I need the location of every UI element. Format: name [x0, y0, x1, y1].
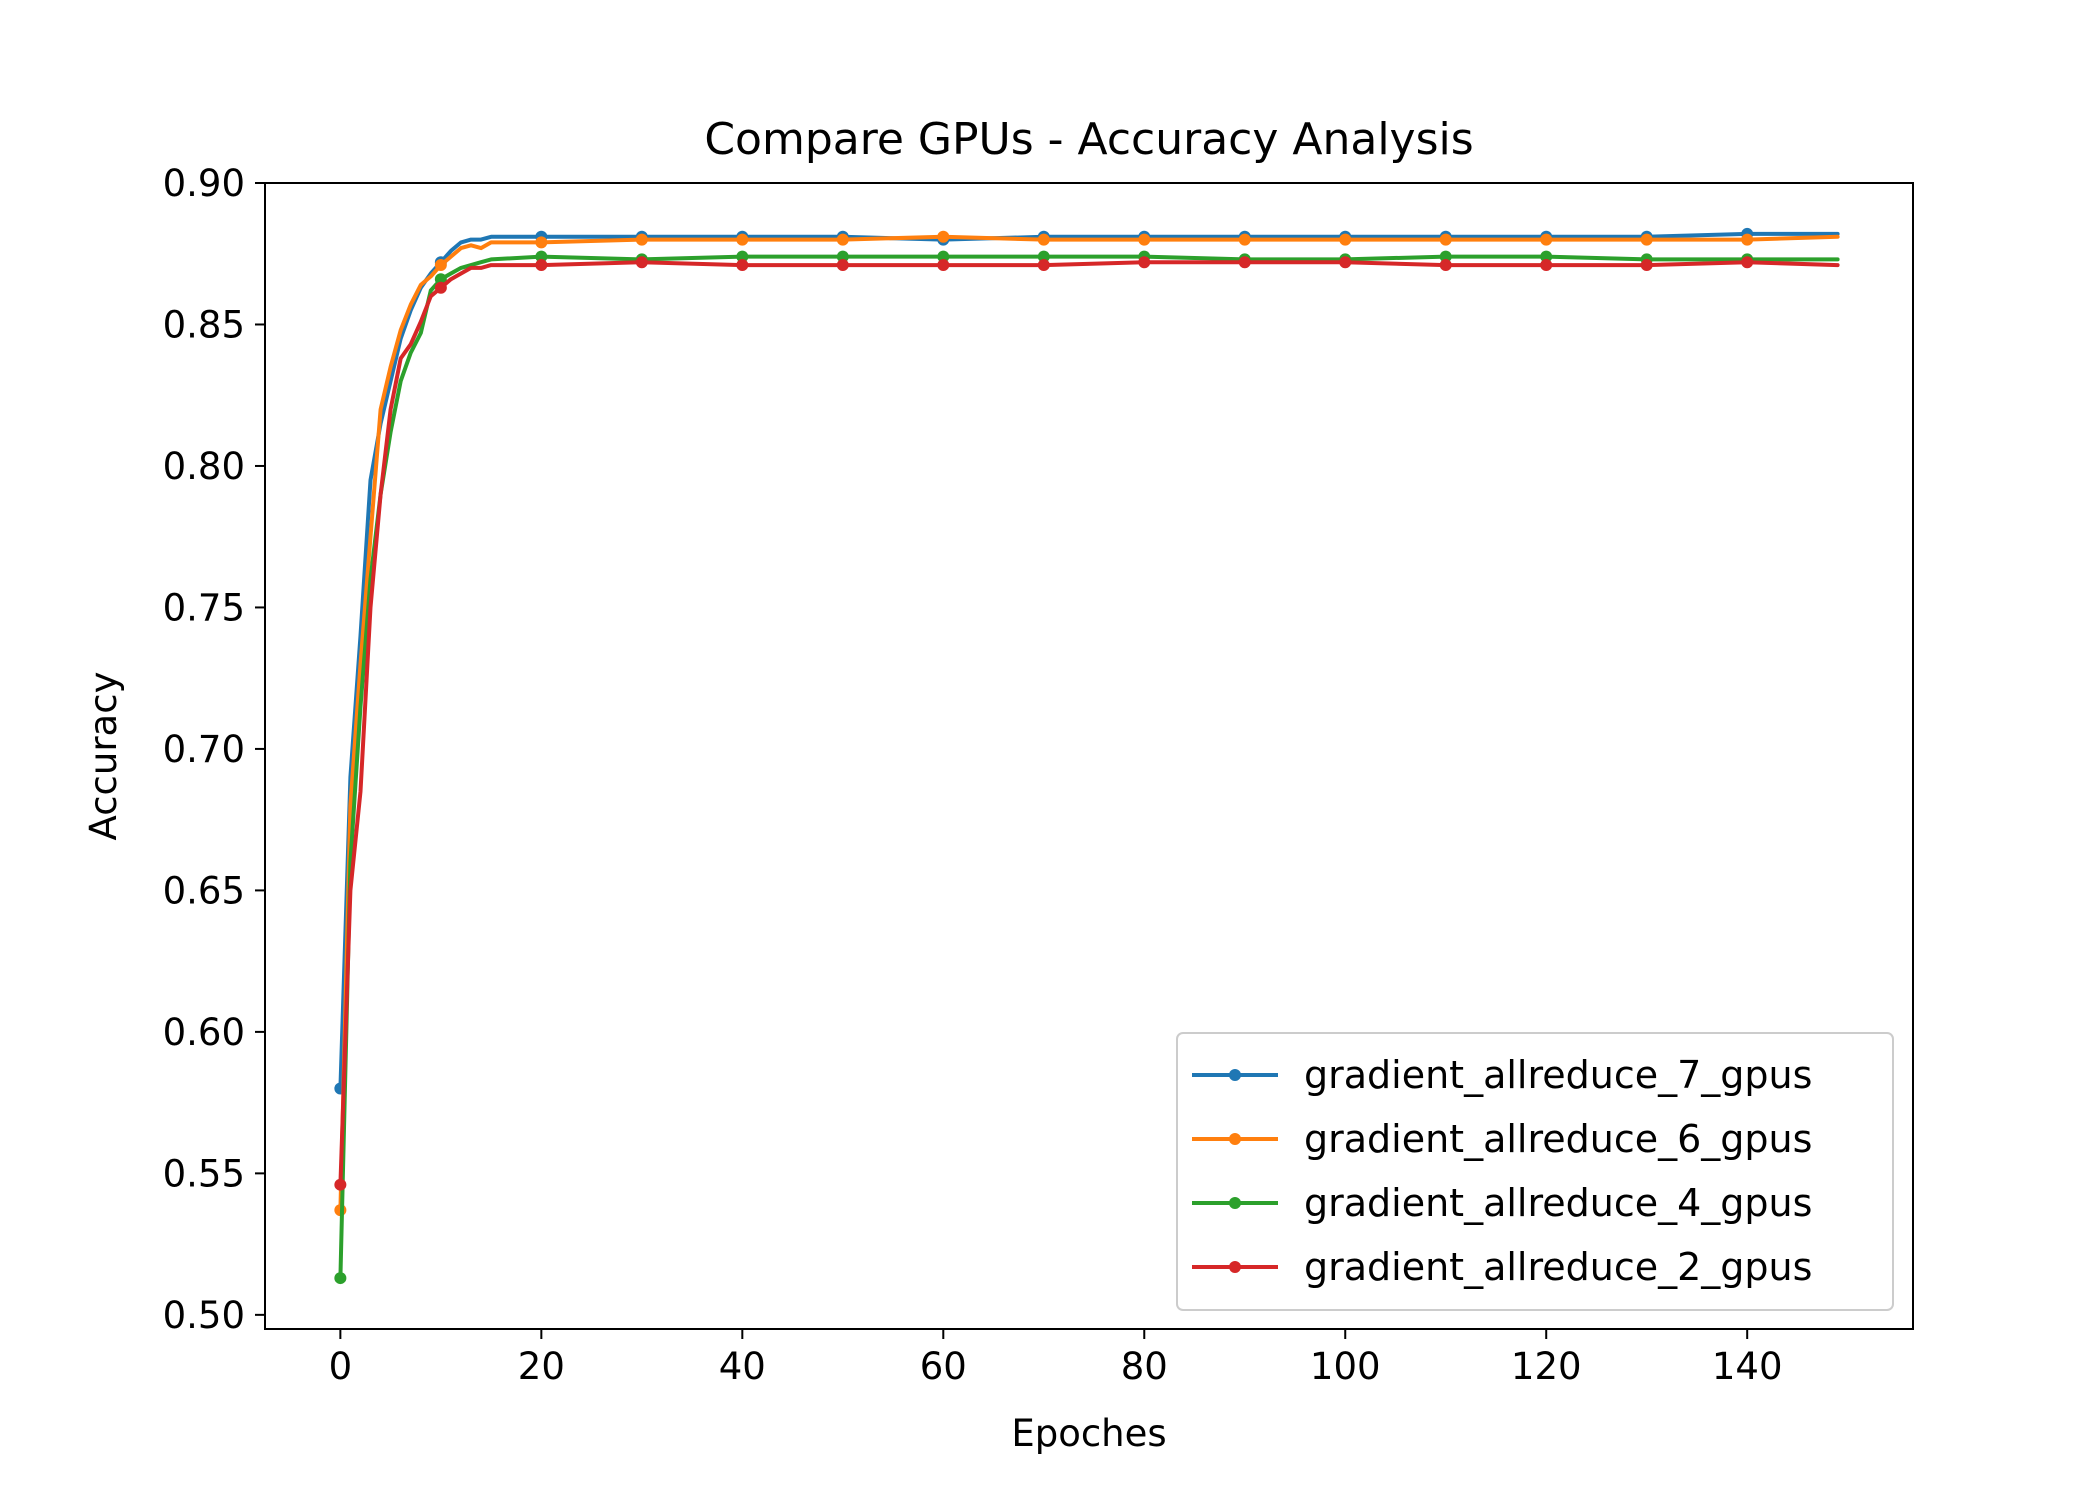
legend-label: gradient_allreduce_2_gpus: [1304, 1245, 1812, 1289]
legend-swatch-marker: [1229, 1197, 1241, 1209]
data-point: [1540, 233, 1553, 246]
legend-entries: gradient_allreduce_7_gpus gradient_allred…: [1192, 1053, 1812, 1289]
data-point: [736, 250, 749, 263]
series-gradient_allreduce_6_gpus: [334, 230, 1840, 1217]
series-line: [338, 254, 1840, 1281]
series-gradient_allreduce_2_gpus: [334, 256, 1840, 1191]
data-point: [937, 230, 950, 243]
legend-entry: gradient_allreduce_2_gpus: [1192, 1245, 1812, 1289]
y-axis-label: Accuracy: [82, 672, 125, 841]
data-point: [937, 250, 950, 263]
series-line: [338, 234, 1840, 1213]
data-point: [1138, 256, 1151, 269]
y-tick-label: 0.80: [163, 445, 245, 488]
legend-swatch-marker: [1229, 1069, 1241, 1081]
chart-title: Compare GPUs - Accuracy Analysis: [704, 114, 1473, 165]
y-tick-label: 0.55: [163, 1152, 245, 1195]
legend-label: gradient_allreduce_7_gpus: [1304, 1053, 1812, 1097]
data-point: [1037, 250, 1050, 263]
data-point: [1037, 233, 1050, 246]
data-point: [1540, 250, 1553, 263]
data-point: [535, 236, 548, 249]
legend-swatch-marker: [1229, 1133, 1241, 1145]
data-point: [1640, 259, 1653, 272]
y-tick-label: 0.65: [163, 869, 245, 912]
y-axis-ticks: 0.50 0.55 0.60 0.65 0.70 0.75 0.80 0.85 0.90: [163, 162, 265, 1337]
data-point: [1741, 256, 1754, 269]
legend-entry: gradient_allreduce_4_gpus: [1192, 1181, 1812, 1225]
x-tick-label: 0: [329, 1345, 353, 1388]
data-point: [1439, 259, 1452, 272]
data-point: [1238, 233, 1251, 246]
data-point: [1741, 233, 1754, 246]
x-tick-label: 100: [1310, 1345, 1381, 1388]
legend-label: gradient_allreduce_4_gpus: [1304, 1181, 1812, 1225]
legend-entry: gradient_allreduce_7_gpus: [1192, 1053, 1812, 1097]
data-point: [1037, 259, 1050, 272]
series-line: [338, 260, 1840, 1187]
legend-label: gradient_allreduce_6_gpus: [1304, 1117, 1812, 1161]
x-tick-label: 120: [1511, 1345, 1582, 1388]
data-point: [535, 259, 548, 272]
y-tick-label: 0.90: [163, 162, 245, 205]
data-point: [1439, 233, 1452, 246]
x-tick-label: 20: [518, 1345, 565, 1388]
series-layer: [334, 227, 1840, 1285]
x-tick-label: 80: [1121, 1345, 1168, 1388]
data-point: [1238, 256, 1251, 269]
data-point: [434, 273, 447, 286]
data-point: [836, 250, 849, 263]
y-tick-label: 0.75: [163, 586, 245, 629]
data-point: [434, 281, 447, 294]
legend-entry: gradient_allreduce_6_gpus: [1192, 1117, 1812, 1161]
data-point: [836, 233, 849, 246]
data-point: [736, 233, 749, 246]
data-point: [1339, 233, 1352, 246]
data-point: [1540, 259, 1553, 272]
y-tick-label: 0.60: [163, 1011, 245, 1054]
data-point: [535, 250, 548, 263]
data-point: [1138, 233, 1151, 246]
legend-box: [1176, 1032, 1894, 1311]
data-point: [1339, 256, 1352, 269]
x-tick-label: 140: [1712, 1345, 1783, 1388]
data-point: [434, 259, 447, 272]
y-tick-label: 0.70: [163, 728, 245, 771]
x-axis-ticks: 0 20 40 60 80 100 120 140: [329, 1329, 1783, 1388]
x-tick-label: 60: [920, 1345, 967, 1388]
x-axis-label: Epoches: [1011, 1412, 1166, 1455]
series-line: [338, 231, 1840, 1091]
legend-swatch-marker: [1229, 1261, 1241, 1273]
data-point: [937, 259, 950, 272]
y-tick-label: 0.85: [163, 303, 245, 346]
data-point: [736, 259, 749, 272]
plot-frame: [264, 182, 1914, 1330]
legend: gradient_allreduce_7_gpus gradient_allred…: [1176, 1032, 1894, 1311]
data-point: [334, 1272, 347, 1285]
data-point: [334, 1178, 347, 1191]
x-tick-label: 40: [719, 1345, 766, 1388]
data-point: [1640, 233, 1653, 246]
data-point: [836, 259, 849, 272]
data-point: [635, 233, 648, 246]
data-point: [1439, 250, 1452, 263]
data-point: [635, 256, 648, 269]
y-tick-label: 0.50: [163, 1294, 245, 1337]
